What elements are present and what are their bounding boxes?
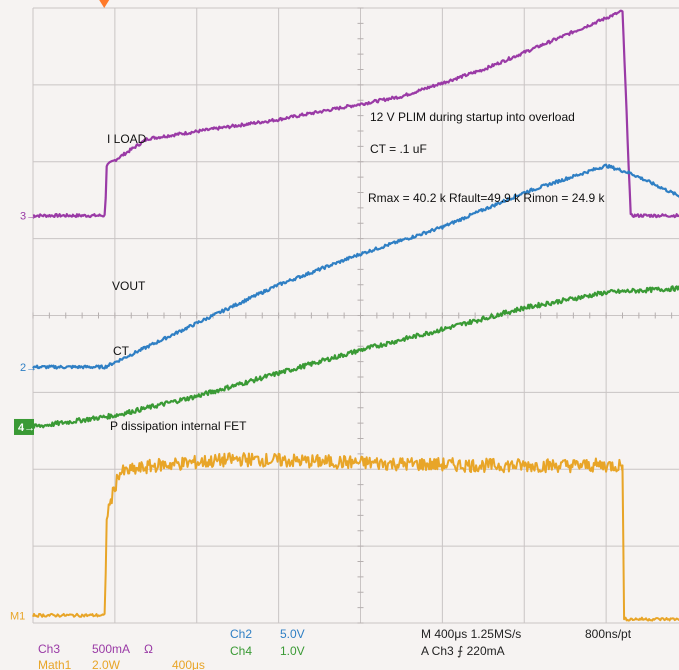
waveform-traces [32,9,679,622]
ch2-scale: 5.0V [280,627,305,641]
ch2-label: Ch2 [230,627,252,641]
ch3-impedance: Ω [144,642,153,656]
status-bar: Ch3 500mA Ω Ch2 5.0V Ch4 1.0V M 400μs 1.… [38,627,632,670]
ch4-marker-label: 4→ [18,422,35,434]
ch3-marker-label: 3→ [20,211,37,223]
math-label: Math1 [38,658,72,670]
resistor-annotation: Rmax = 40.2 k Rfault=49.9 k Rimon = 24.9… [368,191,605,205]
ch2-marker-label: 2→ [20,362,37,374]
iload-label: I LOAD [107,132,147,146]
ct-annotation: CT = .1 uF [370,142,427,156]
trace-ch3 [32,9,679,219]
condition-annotation: 12 V PLIM during startup into overload [370,110,575,124]
ch3-scale: 500mA [92,642,130,656]
trigger-readout: A Ch3 ⨍ 220mA [421,644,505,658]
ch3-label: Ch3 [38,642,60,656]
resolution-readout: 800ns/pt [585,627,632,641]
trigger-position-marker [99,0,110,8]
m1-marker-label: M1 [10,610,25,622]
math-time: 400μs [172,658,205,670]
timebase-readout: M 400μs 1.25MS/s [421,627,521,641]
vout-label: VOUT [112,279,146,293]
pdiss-label: P dissipation internal FET [110,419,247,433]
math-scale: 2.0W [92,658,121,670]
graticule [32,7,679,624]
ct-label: CT [113,344,130,358]
ch4-label: Ch4 [230,644,252,658]
trace-ch4 [32,285,679,429]
trace-m1 [32,452,679,622]
ch4-marker-box [14,418,34,435]
ch4-scale: 1.0V [280,644,305,658]
trace-ch2 [32,163,679,370]
channel-markers: 3→ 2→ 4→ M1 [10,0,110,622]
